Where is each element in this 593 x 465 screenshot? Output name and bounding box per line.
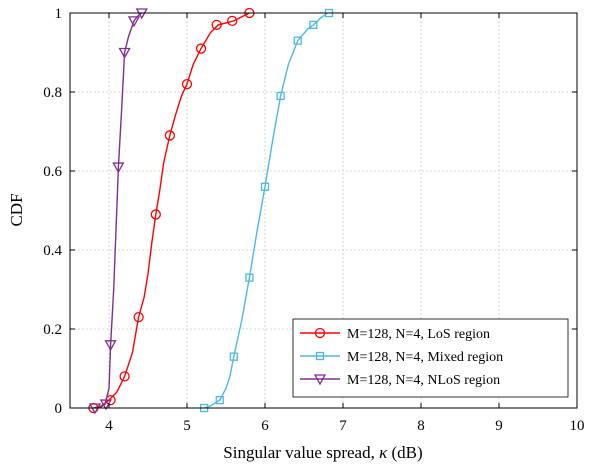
x-tick-label: 6 xyxy=(261,418,269,434)
y-tick-label: 0.6 xyxy=(43,164,62,180)
data-point-marker xyxy=(245,273,254,282)
y-tick-label: 0.4 xyxy=(43,243,62,259)
data-point-marker xyxy=(260,182,270,191)
y-axis-label: CDF xyxy=(7,193,26,226)
data-point-marker xyxy=(133,311,144,323)
legend: M=128, N=4, LoS region M=128, N=4, Mixed … xyxy=(292,318,569,398)
axes: 4 5 6 7 8 9 10 0 0.2 0.4 0.6 0.8 1 xyxy=(43,6,584,434)
data-point-marker xyxy=(150,209,161,220)
data-point-marker xyxy=(112,162,125,174)
data-point-marker xyxy=(227,15,238,27)
legend-label: M=128, N=4, Mixed region xyxy=(347,350,503,365)
data-point-marker xyxy=(195,43,207,54)
legend-entry: M=128, N=4, Mixed region xyxy=(300,350,503,365)
data-point-marker xyxy=(127,16,141,28)
data-point-marker xyxy=(215,395,224,405)
data-point-marker xyxy=(293,36,302,45)
data-point-marker xyxy=(229,352,238,361)
data-point-marker xyxy=(119,371,130,382)
data-point-marker xyxy=(309,20,318,30)
x-tick-label: 5 xyxy=(183,418,191,434)
y-tick-label: 0.8 xyxy=(43,85,62,101)
series-group xyxy=(88,7,334,415)
data-point-marker xyxy=(181,78,193,90)
legend-label: M=128, N=4, NLoS region xyxy=(347,373,500,388)
legend-label: M=128, N=4, LoS region xyxy=(347,327,490,342)
data-point-marker xyxy=(104,340,117,352)
data-point-marker xyxy=(118,47,131,59)
x-tick-label: 4 xyxy=(105,418,113,434)
legend-entry: M=128, N=4, LoS region xyxy=(300,327,490,342)
plot-frame xyxy=(69,12,578,409)
series-line xyxy=(93,12,250,409)
data-point-marker xyxy=(99,399,112,411)
x-tick-label: 10 xyxy=(570,418,585,434)
x-tick-label: 9 xyxy=(495,418,503,434)
series-line xyxy=(94,12,143,409)
y-tick-label: 0.2 xyxy=(43,322,62,338)
data-point-marker xyxy=(211,19,222,31)
x-tick-label: 8 xyxy=(417,418,425,434)
y-tick-label: 0 xyxy=(55,401,63,417)
data-point-marker xyxy=(276,91,285,101)
x-axis-label: Singular value spread, κ (dB) xyxy=(223,443,422,462)
legend-box xyxy=(292,318,569,398)
legend-marker xyxy=(313,374,327,386)
series-line xyxy=(203,12,328,409)
series-2 xyxy=(200,8,334,413)
y-tick-label: 1 xyxy=(55,6,63,22)
data-point-marker xyxy=(164,130,175,141)
legend-marker xyxy=(315,351,325,361)
legend-entry: M=128, N=4, NLoS region xyxy=(300,373,500,388)
legend-marker xyxy=(314,327,326,339)
x-tick-label: 7 xyxy=(339,418,347,434)
